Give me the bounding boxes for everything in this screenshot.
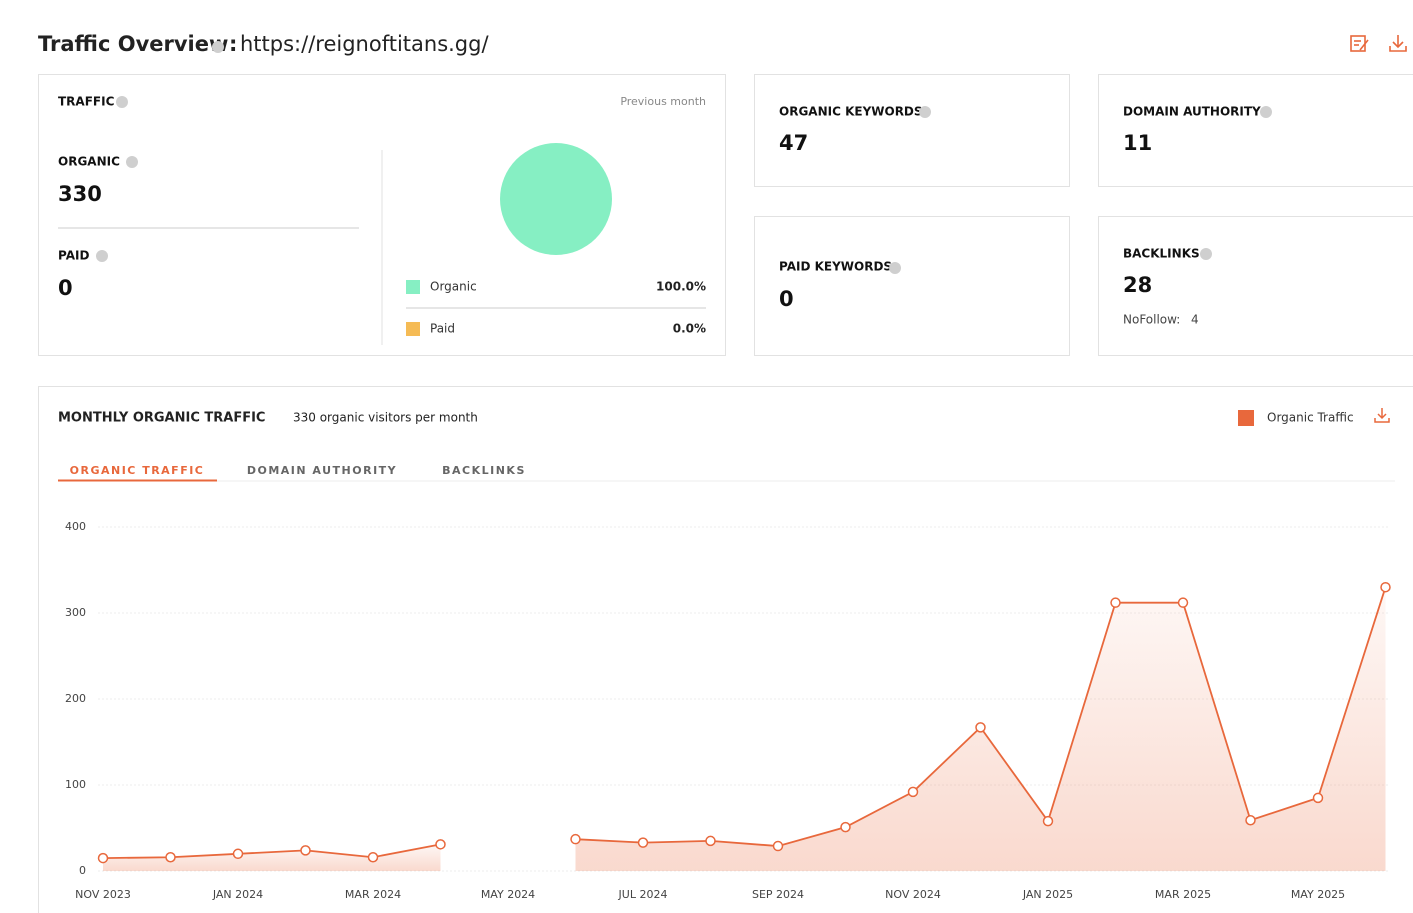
- help-icon[interactable]: [96, 250, 108, 262]
- x-tick-label: MAY 2024: [481, 888, 535, 901]
- help-icon[interactable]: [889, 262, 901, 274]
- page-title: Traffic Overview: [38, 32, 228, 56]
- section-subtitle: 330 organic visitors per month: [293, 411, 478, 425]
- metric-card: [1098, 216, 1413, 356]
- metric-value: 330: [58, 182, 102, 206]
- point: [97, 852, 109, 864]
- point: [367, 851, 379, 863]
- help-icon[interactable]: [1260, 106, 1272, 118]
- point: [300, 845, 311, 856]
- metric-card: [754, 74, 1070, 187]
- point: [637, 837, 649, 848]
- x-tick-label: MAR 2024: [345, 888, 401, 901]
- x-tick-label: NOV 2024: [885, 888, 941, 901]
- area: [103, 844, 441, 871]
- point: [232, 848, 244, 860]
- help-icon[interactable]: [212, 41, 224, 53]
- download-icon[interactable]: [1374, 408, 1390, 423]
- x-tick-label: JUL 2024: [618, 888, 668, 901]
- y-tick-label: 200: [65, 692, 86, 705]
- separator: :: [229, 32, 237, 56]
- metric-value: 47: [779, 131, 808, 155]
- y-tick-label: 100: [65, 778, 86, 791]
- help-icon[interactable]: [126, 156, 138, 168]
- metric-value: 0: [779, 287, 794, 311]
- point: [1312, 792, 1324, 804]
- metric-value: 0: [58, 276, 73, 300]
- point: [1177, 597, 1189, 608]
- domain-url: https://reignoftitans.gg/: [240, 32, 489, 56]
- legend-label: Paid: [430, 322, 455, 336]
- point: [772, 840, 784, 852]
- x-tick-label: JAN 2025: [1022, 888, 1073, 901]
- legend-label: Organic Traffic: [1267, 411, 1354, 425]
- help-icon[interactable]: [919, 106, 931, 118]
- point: [975, 722, 986, 733]
- tab[interactable]: ORGANIC TRAFFIC: [70, 464, 205, 477]
- metric-value: 11: [1123, 131, 1152, 155]
- legend-swatch: [406, 322, 420, 336]
- metric-label: DOMAIN AUTHORITY: [1123, 105, 1261, 119]
- point: [1042, 815, 1054, 827]
- help-icon[interactable]: [1200, 248, 1212, 260]
- download-icon[interactable]: [1389, 35, 1407, 52]
- nofollow-value: 4: [1191, 313, 1199, 327]
- point: [435, 839, 446, 850]
- y-tick-label: 300: [65, 606, 86, 619]
- tab[interactable]: BACKLINKS: [442, 464, 526, 477]
- metric-value: 28: [1123, 273, 1152, 297]
- x-tick-label: MAY 2025: [1291, 888, 1345, 901]
- point: [1245, 815, 1256, 826]
- point: [570, 833, 581, 845]
- point: [1380, 581, 1391, 593]
- metric-label: ORGANIC: [58, 155, 120, 169]
- edit-icon[interactable]: [1350, 35, 1369, 52]
- metric-label: ORGANIC KEYWORDS: [779, 105, 923, 119]
- legend-swatch: [1238, 410, 1254, 426]
- metric-card: [1098, 74, 1413, 187]
- legend-label: Organic: [430, 280, 477, 294]
- metric-label: BACKLINKS: [1123, 247, 1200, 261]
- legend-value: 100.0%: [656, 280, 706, 294]
- x-tick-label: JAN 2024: [212, 888, 263, 901]
- point: [705, 835, 716, 847]
- card-label: TRAFFIC: [58, 95, 115, 109]
- y-tick-label: 400: [65, 520, 86, 533]
- legend-swatch: [406, 280, 420, 294]
- tab[interactable]: DOMAIN AUTHORITY: [247, 464, 397, 477]
- point: [165, 851, 176, 863]
- metric-label: PAID KEYWORDS: [779, 260, 892, 274]
- x-tick-label: MAR 2025: [1155, 888, 1211, 901]
- x-tick-label: SEP 2024: [752, 888, 804, 901]
- pie-slice: [500, 143, 612, 255]
- metric-label: PAID: [58, 249, 89, 263]
- legend-value: 0.0%: [673, 322, 706, 336]
- section-title: MONTHLY ORGANIC TRAFFIC: [58, 411, 265, 426]
- point: [1110, 597, 1121, 608]
- period: Previous month: [620, 95, 706, 108]
- y-tick-label: 0: [79, 864, 86, 877]
- point: [840, 821, 851, 833]
- point: [907, 786, 919, 798]
- x-tick-label: NOV 2023: [75, 888, 131, 901]
- nofollow-label: NoFollow:: [1123, 313, 1180, 327]
- metric-card: [754, 216, 1070, 356]
- help-icon[interactable]: [116, 96, 128, 108]
